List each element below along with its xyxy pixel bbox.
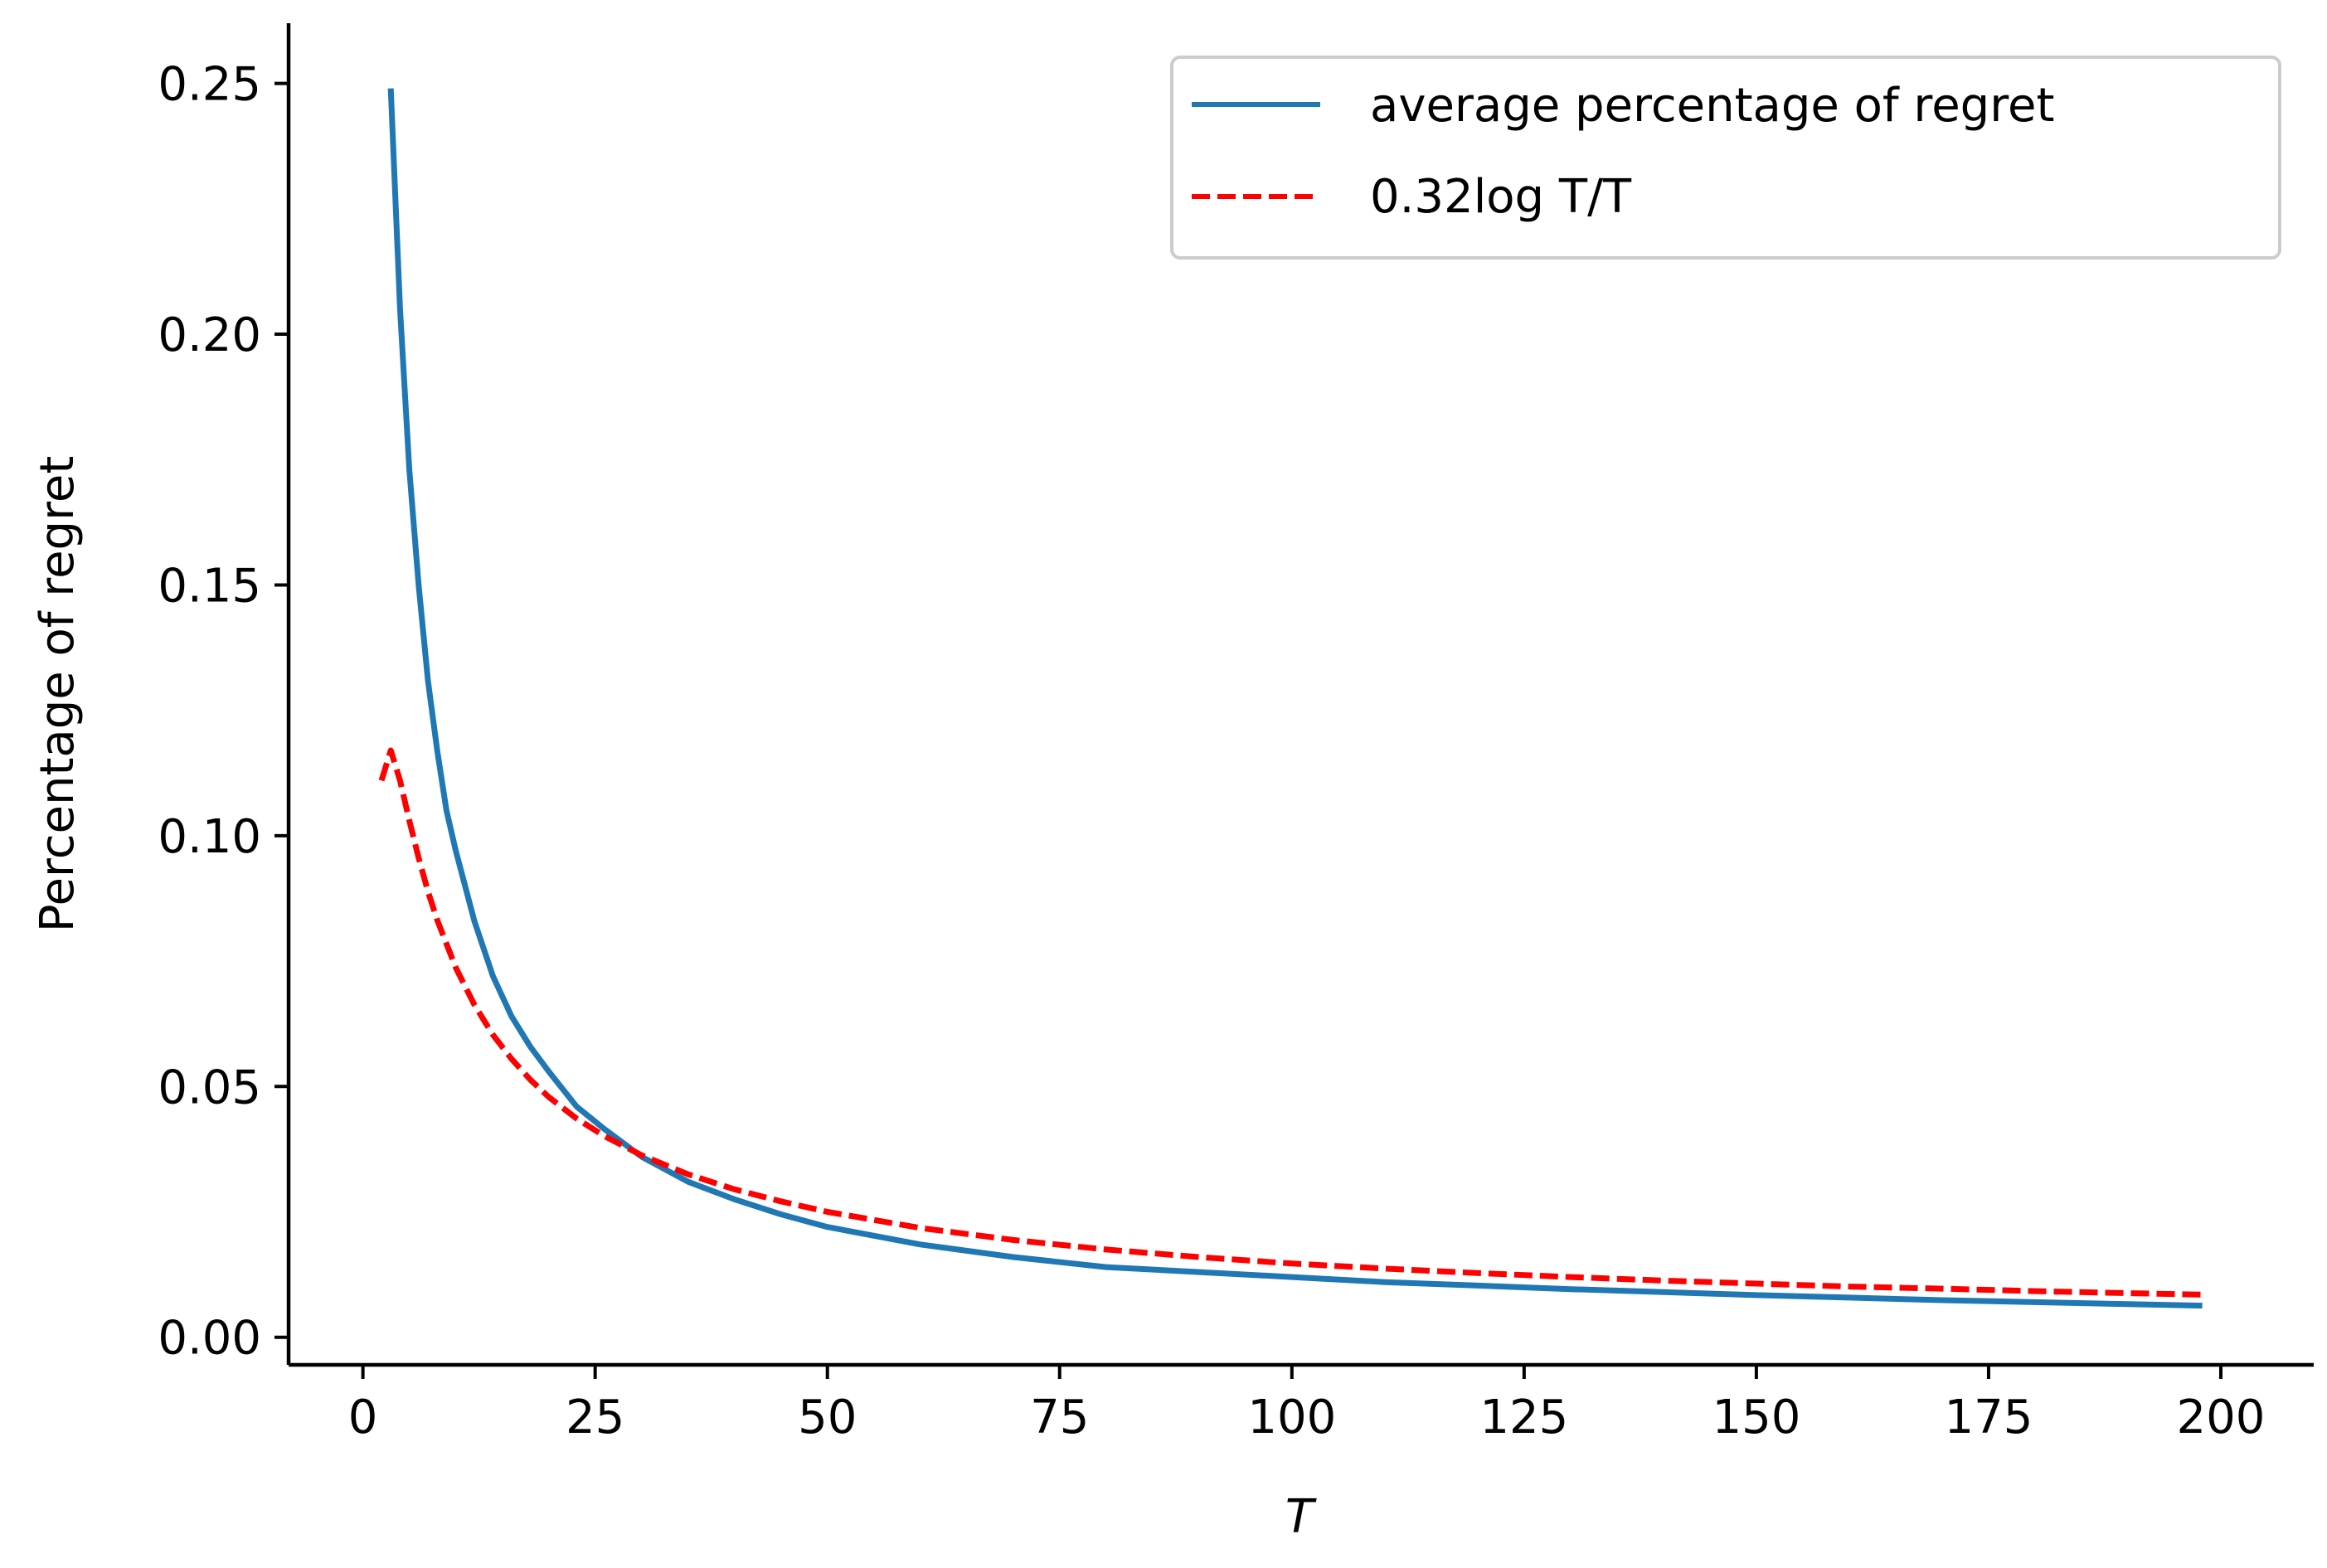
series-layer [378,88,2203,1309]
y-axis-title: Percentage of regret [31,456,85,933]
x-tick-label: 150 [1712,1391,1800,1444]
x-tick-label: 25 [566,1391,624,1444]
x-axis-title: T [1285,1490,1317,1544]
x-tick-label: 100 [1247,1391,1336,1444]
x-tick-label: 125 [1479,1391,1568,1444]
series-line-average-regret [387,88,2203,1309]
y-tick-label: 0.25 [158,58,261,112]
y-tick-label: 0.20 [158,308,261,362]
x-tick-label: 175 [1944,1391,2033,1444]
y-tick-label: 0.05 [158,1061,261,1114]
y-tick-label: 0.15 [158,559,261,613]
legend: average percentage of regret 0.32log T/T [1170,56,2281,260]
series-line-bound [378,747,2203,1298]
legend-label-bound: 0.32log T/T [1370,170,1632,224]
legend-frame [1170,56,2281,260]
x-tick-label: 50 [798,1391,857,1444]
y-tick-label: 0.00 [158,1312,261,1366]
y-tick-label: 0.10 [158,810,261,864]
x-tick-label: 75 [1030,1391,1089,1444]
y-axis-ticks: 0.00 0.05 0.10 0.15 0.20 0.25 [158,58,289,1366]
x-axis-ticks: 0 25 50 75 100 125 150 175 200 [348,1365,2266,1444]
x-tick-label: 200 [2177,1391,2266,1444]
legend-label-average-regret: average percentage of regret [1370,79,2054,133]
x-tick-label: 0 [348,1391,378,1444]
